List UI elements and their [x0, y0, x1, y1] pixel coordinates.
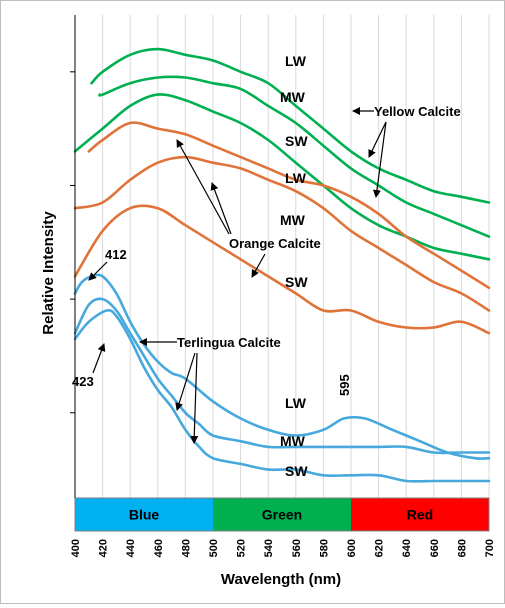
orange-calcite-spectrum-line	[73, 204, 491, 335]
yellow-calcite-spectrum-line	[90, 47, 491, 204]
x-tick-label: 660	[429, 539, 441, 557]
color-band-label: Red	[407, 507, 433, 523]
yellow-calcite-spectrum-line	[73, 93, 491, 261]
orange-sw-label: SW	[285, 274, 308, 290]
peak-412-label: 412	[105, 247, 127, 262]
x-tick-label: 520	[236, 539, 248, 557]
x-tick-label: 420	[98, 539, 110, 557]
terlingua-calcite-spectrum-line	[73, 297, 491, 455]
yellow-calcite-spectrum-line	[98, 75, 491, 238]
yellow-lw-label: LW	[285, 53, 307, 69]
x-tick-label: 460	[153, 539, 165, 557]
x-tick-label: 500	[208, 539, 220, 557]
x-tick-label: 480	[180, 539, 192, 557]
yellow-arrow-3	[372, 121, 387, 198]
series-layer	[73, 47, 491, 483]
orange-arrow-3	[251, 253, 266, 278]
terlingua-calcite-spectrum-line	[73, 308, 491, 483]
color-band-border	[74, 497, 490, 532]
terlingua-sw-label: SW	[285, 463, 308, 479]
x-tick-label: 440	[125, 539, 137, 557]
orange-calcite-label: Orange Calcite	[229, 236, 321, 251]
orange-arrow-1	[176, 139, 230, 235]
x-tick-label: 400	[70, 539, 82, 557]
color-band-label: Green	[262, 507, 302, 523]
color-band-blue	[75, 498, 213, 531]
terlingua-calcite-spectrum-line	[73, 273, 491, 460]
x-tick-label: 680	[456, 539, 468, 557]
color-band-green	[213, 498, 351, 531]
x-tick-label: 640	[401, 539, 413, 557]
yellow-sw-label: SW	[285, 133, 308, 149]
yellow-calcite-label: Yellow Calcite	[374, 104, 461, 119]
x-tick-labels: 400 420 440 460 480 500 520 540 560 580 600 620 640 6…	[70, 539, 496, 557]
x-tick-label: 620	[374, 539, 386, 557]
x-tick-label: 540	[263, 539, 275, 557]
peak-595-label: 595	[337, 374, 352, 396]
x-tick-label: 600	[346, 539, 358, 557]
orange-arrow-2	[210, 182, 232, 235]
orange-mw-label: MW	[280, 212, 306, 228]
orange-calcite-spectrum-line	[87, 121, 491, 290]
x-tick-label: 560	[291, 539, 303, 557]
terlingua-lw-label: LW	[285, 395, 307, 411]
terlingua-arrow-3	[190, 352, 199, 444]
peak-412-arrow	[88, 261, 108, 281]
orange-lw-label: LW	[285, 170, 307, 186]
x-tick-label: 700	[484, 539, 496, 557]
x-tick-label: 580	[318, 539, 330, 557]
yellow-mw-label: MW	[280, 89, 306, 105]
x-axis-title: Wavelength (nm)	[221, 571, 341, 588]
color-bands: Blue Green Red	[74, 497, 490, 532]
y-axis-title: Relative Intensity	[40, 211, 57, 335]
terlingua-calcite-label: Terlingua Calcite	[177, 335, 281, 350]
yellow-arrow-2	[368, 121, 387, 158]
y-axis-ticks	[70, 71, 75, 414]
peak-423-label: 423	[72, 374, 94, 389]
terlingua-mw-label: MW	[280, 433, 306, 449]
vertical-gridlines	[102, 15, 490, 498]
peak-423-arrow	[92, 343, 106, 374]
color-band-red	[351, 498, 489, 531]
terlingua-arrow-2	[175, 352, 196, 411]
color-band-label: Blue	[129, 507, 160, 523]
orange-calcite-spectrum-line	[73, 155, 491, 312]
